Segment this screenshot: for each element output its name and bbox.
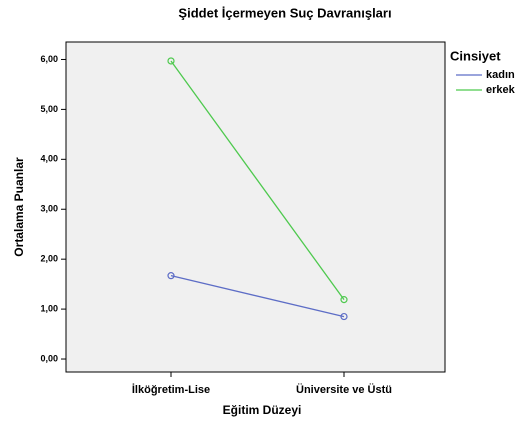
point bbox=[340, 312, 348, 321]
chart-title: Şiddet İçermeyen Suç Davranışları bbox=[178, 5, 391, 20]
y-axis-label: Ortalama Puanlar bbox=[12, 157, 26, 257]
y-tick-label: 2,00 bbox=[40, 254, 58, 264]
x-tick-label: Üniversite ve Üstü bbox=[296, 383, 392, 396]
x-axis-label: Eğitim Düzeyi bbox=[223, 403, 302, 417]
x-tick-label: İlköğretim-Lise bbox=[132, 383, 210, 396]
y-tick-label: 5,00 bbox=[40, 104, 58, 114]
y-tick-label: 0,00 bbox=[40, 353, 58, 363]
point bbox=[340, 296, 348, 304]
series-line bbox=[170, 60, 345, 300]
legend-label: erkek bbox=[486, 84, 516, 96]
y-tick-label: 4,00 bbox=[40, 154, 58, 164]
legend-title: Cinsiyet bbox=[450, 48, 501, 63]
plot-area bbox=[65, 41, 446, 373]
y-tick-label: 6,00 bbox=[40, 54, 58, 64]
series-line bbox=[170, 275, 345, 318]
point bbox=[167, 272, 175, 280]
legend-label: kadın bbox=[486, 69, 515, 81]
point bbox=[167, 57, 175, 65]
y-tick-label: 3,00 bbox=[40, 204, 58, 214]
y-tick-label: 1,00 bbox=[40, 303, 58, 313]
